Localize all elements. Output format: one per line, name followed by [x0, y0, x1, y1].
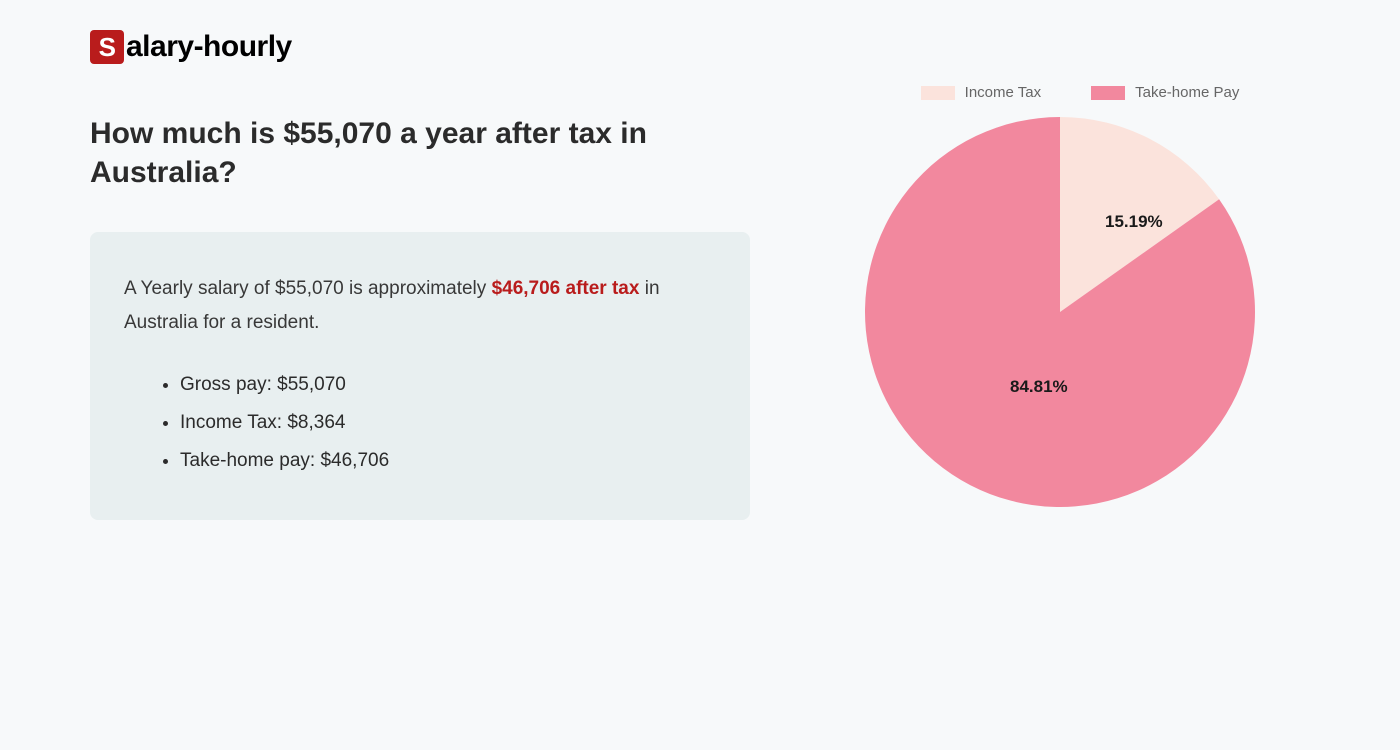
slice-label-income-tax: 15.19%	[1105, 212, 1163, 232]
list-item: Take-home pay: $46,706	[180, 442, 716, 480]
chart-legend: Income Tax Take-home Pay	[921, 84, 1240, 101]
summary-pre: A Yearly salary of $55,070 is approximat…	[124, 278, 492, 299]
legend-item-take-home: Take-home Pay	[1091, 84, 1239, 101]
legend-item-income-tax: Income Tax	[921, 84, 1041, 101]
legend-label: Income Tax	[965, 84, 1041, 101]
page-title: How much is $55,070 a year after tax in …	[90, 114, 750, 192]
legend-swatch	[921, 86, 955, 100]
breakdown-list: Gross pay: $55,070 Income Tax: $8,364 Ta…	[124, 366, 716, 480]
pie-svg	[865, 117, 1255, 507]
list-item: Income Tax: $8,364	[180, 404, 716, 442]
list-item: Gross pay: $55,070	[180, 366, 716, 404]
summary-text: A Yearly salary of $55,070 is approximat…	[124, 272, 716, 340]
summary-highlight: $46,706 after tax	[492, 278, 640, 299]
legend-label: Take-home Pay	[1135, 84, 1239, 101]
slice-label-take-home: 84.81%	[1010, 377, 1068, 397]
site-logo: Salary-hourly	[90, 30, 1310, 64]
legend-swatch	[1091, 86, 1125, 100]
logo-badge: S	[90, 30, 124, 64]
summary-box: A Yearly salary of $55,070 is approximat…	[90, 232, 750, 520]
pie-chart: 15.19% 84.81%	[865, 117, 1255, 507]
logo-text: alary-hourly	[126, 30, 292, 64]
